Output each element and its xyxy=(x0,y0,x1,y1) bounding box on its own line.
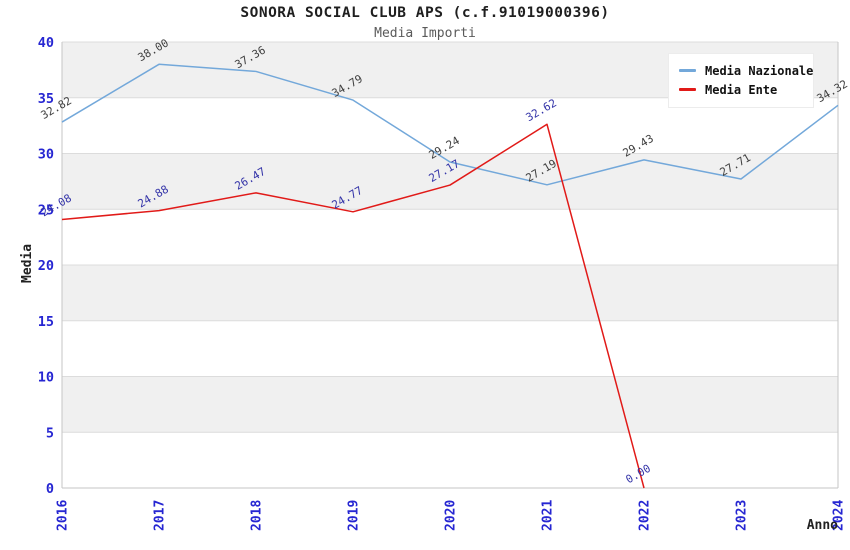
x-tick-label: 2019 xyxy=(347,500,362,531)
chart-title: SONORA SOCIAL CLUB APS (c.f.91019000396) xyxy=(240,5,610,21)
x-tick-label: 2021 xyxy=(541,500,556,531)
legend-item-media-nazionale: Media Nazionale xyxy=(679,61,813,80)
x-tick-label: 2024 xyxy=(832,500,847,531)
y-tick-label: 25 xyxy=(38,202,54,218)
data-label-media-ente: 0.00 xyxy=(624,462,653,487)
y-tick-label: 5 xyxy=(46,425,54,441)
legend-swatch-media-ente xyxy=(679,88,696,91)
y-axis-title: Media xyxy=(20,244,35,283)
series-line-media-nazionale xyxy=(61,63,839,186)
data-label-media-ente: 32.62 xyxy=(524,96,559,124)
plot-band xyxy=(62,153,838,210)
series-line-media-ente xyxy=(61,123,645,489)
plot-band xyxy=(62,265,838,321)
legend-label: Media Nazionale xyxy=(705,63,814,78)
y-tick-label: 0 xyxy=(46,481,54,497)
data-label-media-ente: 24.08 xyxy=(39,192,74,220)
x-tick-label: 2023 xyxy=(735,500,750,531)
y-tick-label: 10 xyxy=(38,370,54,386)
x-tick-label: 2020 xyxy=(444,500,459,531)
x-tick-label: 2018 xyxy=(250,500,265,531)
legend-swatch-media-nazionale xyxy=(679,69,696,72)
chart-legend: Media Nazionale Media Ente xyxy=(668,53,814,108)
x-axis-title: Anno xyxy=(807,518,838,533)
y-tick-label: 35 xyxy=(38,91,54,107)
y-tick-label: 40 xyxy=(38,35,54,51)
x-tick-label: 2022 xyxy=(638,500,653,531)
legend-item-media-ente: Media Ente xyxy=(679,80,803,99)
legend-label: Media Ente xyxy=(705,82,778,97)
x-tick-label: 2016 xyxy=(56,500,71,531)
y-tick-label: 15 xyxy=(38,314,54,330)
plot-band xyxy=(62,376,838,433)
y-tick-label: 30 xyxy=(38,147,54,163)
chart-subtitle: Media Importi xyxy=(374,26,476,41)
x-tick-label: 2017 xyxy=(153,500,168,531)
y-tick-label: 20 xyxy=(38,258,54,274)
